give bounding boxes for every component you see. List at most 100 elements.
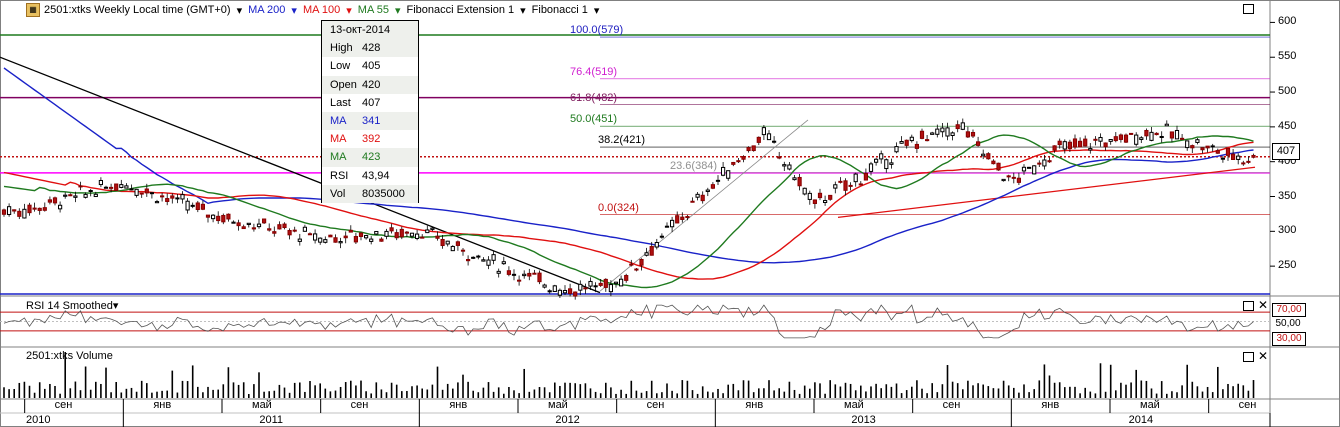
ma200-dropdown-icon[interactable]: ▾ (291, 4, 297, 17)
volume-bar (814, 382, 816, 398)
candle-body (670, 219, 675, 228)
fib-extension-line (599, 119, 809, 292)
candle-body (1032, 165, 1037, 175)
candle-body (267, 228, 272, 231)
volume-bar (191, 365, 194, 398)
ohlc-tooltip: 13-окт-2014 High 428 Low 405 Open 420 Last 407 M… (321, 20, 419, 203)
candle-body (430, 227, 435, 230)
volume-bar (140, 380, 143, 398)
candle-body (853, 173, 858, 183)
rsi-dropdown-icon[interactable]: ▾ (112, 300, 119, 312)
volume-bar (411, 386, 413, 398)
volume-bar (717, 388, 719, 398)
volume-bar (1145, 380, 1148, 398)
tooltip-value: 407 (362, 96, 381, 109)
tooltip-key: High (330, 42, 353, 55)
volume-bar (105, 367, 107, 398)
volume-bar (293, 382, 296, 398)
ma100-label[interactable]: MA 100 (302, 4, 341, 16)
volume-bar (1007, 385, 1010, 398)
candle-body (685, 216, 690, 219)
candle-body (1072, 138, 1078, 148)
candle-body (399, 228, 404, 238)
volume-bar (681, 380, 684, 398)
candle-body (318, 237, 323, 243)
candle-body (307, 233, 313, 236)
volume-bar (671, 390, 673, 398)
year-tick-label: 2010 (26, 414, 51, 426)
symbol-dropdown-icon[interactable]: ▾ (236, 4, 243, 17)
volume-panel-title[interactable]: 2501:xtks Volume (26, 350, 113, 362)
candle-body (389, 227, 394, 232)
candle-body (812, 199, 817, 204)
fib-ext-dropdown-icon[interactable]: ▾ (520, 4, 526, 17)
candle-body (547, 290, 552, 293)
candle-body (466, 259, 471, 262)
symbol-label[interactable]: 2501:xtks Weekly Local time (GMT+0) (44, 4, 231, 16)
candle-body (58, 204, 63, 210)
candle-body (1037, 162, 1042, 165)
rsi-title-text: RSI 14 Smoothed (26, 300, 113, 312)
candle-body (256, 223, 262, 228)
volume-bar (232, 382, 235, 398)
rsi-panel-title[interactable]: RSI 14 Smoothed▾ (26, 299, 118, 312)
volume-bar (1155, 393, 1158, 398)
volume-bar (747, 380, 750, 398)
volume-bar (1089, 391, 1092, 398)
candle-body (501, 261, 506, 265)
volume-bar (263, 391, 265, 398)
volume-bar (1125, 384, 1127, 398)
volume-bar (492, 391, 495, 398)
volume-bar (227, 367, 230, 398)
volume-bar (696, 393, 699, 398)
candle-body (22, 208, 27, 219)
tooltip-value: 341 (362, 114, 381, 127)
rsi-panel-close-icon[interactable]: ✕ (1258, 298, 1269, 312)
volume-bar (650, 380, 653, 398)
candle-body (1174, 129, 1180, 140)
volume-bar (967, 380, 969, 398)
fib-dropdown-icon[interactable]: ▾ (593, 4, 600, 17)
volume-bar (992, 388, 995, 398)
volume-panel-maximize-button[interactable] (1243, 352, 1254, 362)
ma55-dropdown-icon[interactable]: ▾ (394, 4, 401, 17)
month-tick-label: янв (745, 399, 764, 411)
candle-body (1159, 135, 1164, 138)
volume-bar (457, 382, 459, 398)
volume-bar (283, 387, 286, 398)
ma100-dropdown-icon[interactable]: ▾ (346, 4, 352, 17)
volume-bar (548, 392, 551, 398)
candle-body (88, 190, 93, 193)
candle-body (83, 193, 88, 198)
candle-body (1210, 145, 1215, 148)
volume-bar (156, 391, 158, 398)
candle-body (1231, 153, 1236, 160)
candle-body (792, 177, 797, 181)
candle-body (241, 226, 246, 230)
candle-body (73, 195, 78, 198)
fib-label[interactable]: Fibonacci 1 (531, 4, 588, 16)
volume-bar (921, 388, 923, 398)
volume-bar (1079, 393, 1081, 398)
candle-body (119, 184, 124, 188)
candle-body (93, 193, 98, 198)
candle-body (945, 127, 950, 137)
volume-bar (1135, 369, 1137, 398)
chart-header: ▦ 2501:xtks Weekly Local time (GMT+0) ▾ … (0, 1, 605, 19)
volume-bar (385, 392, 388, 398)
rsi-panel-maximize-button[interactable] (1243, 301, 1254, 311)
volume-bar (89, 389, 92, 398)
volume-bar (824, 393, 826, 398)
volume-bar (186, 381, 189, 398)
volume-bar (49, 383, 51, 398)
price-tick-label: 600 (1278, 15, 1297, 28)
volume-bar (885, 384, 888, 398)
volume-panel-close-icon[interactable]: ✕ (1258, 349, 1269, 363)
ma200-label[interactable]: MA 200 (248, 4, 286, 16)
price-panel-maximize-button[interactable] (1243, 4, 1254, 14)
ma55-label[interactable]: MA 55 (357, 4, 389, 16)
fib-ext-label[interactable]: Fibonacci Extension 1 (406, 4, 515, 16)
chart-type-icon[interactable]: ▦ (26, 3, 40, 17)
candle-body (481, 259, 486, 262)
